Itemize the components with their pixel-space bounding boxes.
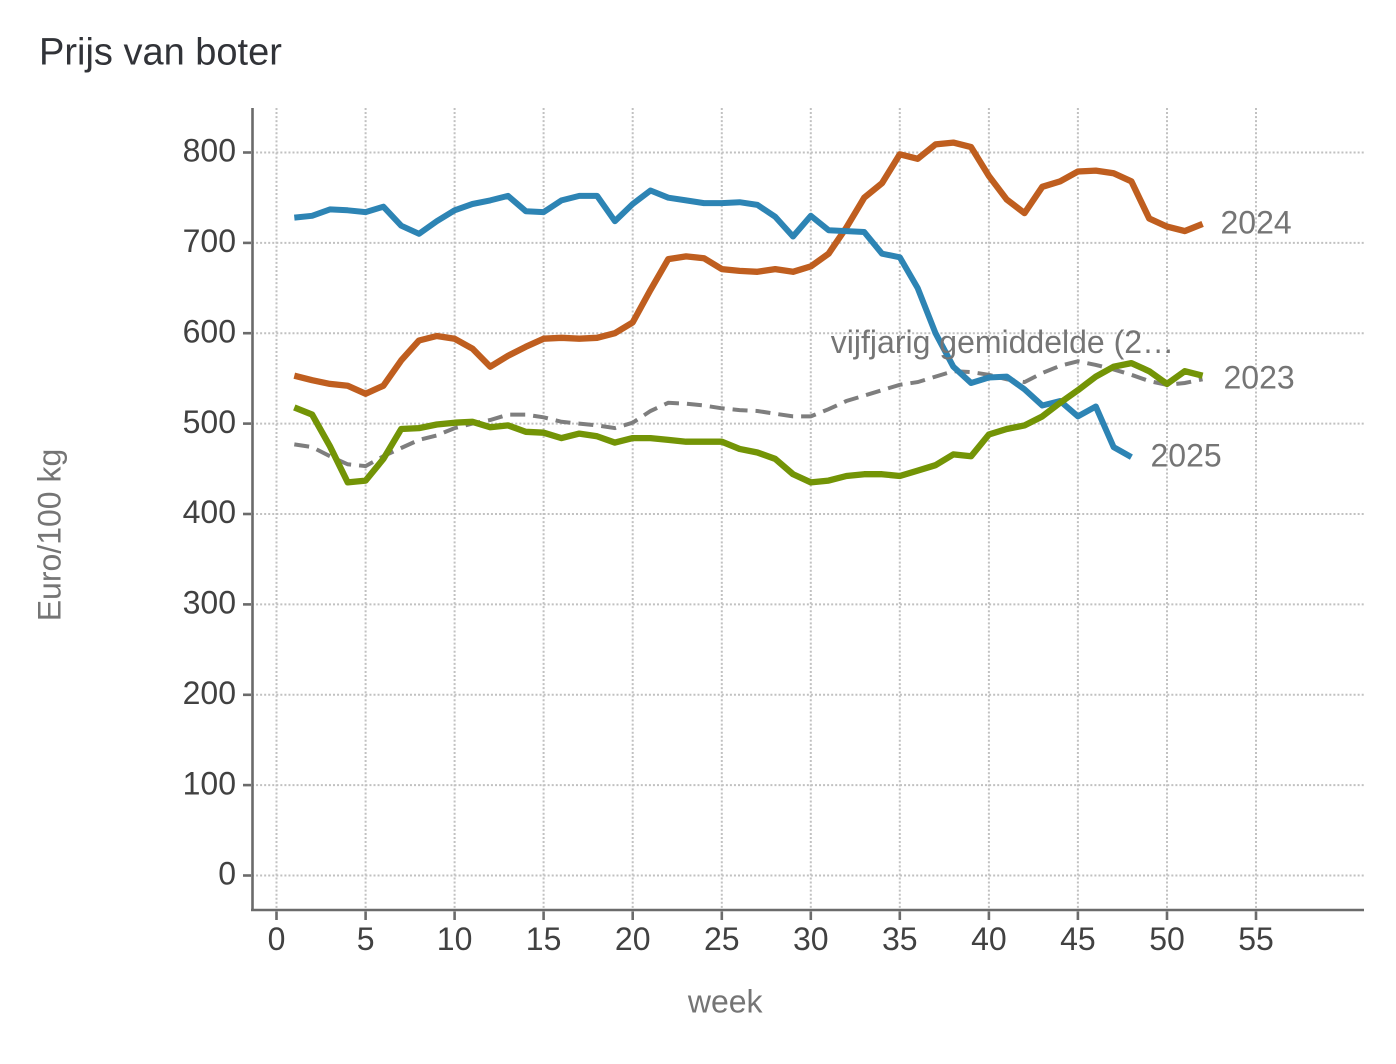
svg-text:200: 200 (183, 675, 236, 711)
svg-text:Prijs van boter: Prijs van boter (39, 32, 282, 74)
svg-text:5: 5 (357, 921, 375, 957)
svg-text:400: 400 (183, 494, 236, 530)
svg-text:2023: 2023 (1224, 359, 1295, 395)
svg-text:20: 20 (615, 921, 651, 957)
svg-text:35: 35 (882, 921, 918, 957)
svg-text:week: week (687, 984, 764, 1020)
svg-text:Euro/100 kg: Euro/100 kg (32, 449, 68, 622)
svg-text:500: 500 (183, 404, 236, 440)
svg-text:2025: 2025 (1151, 438, 1222, 474)
svg-text:15: 15 (526, 921, 562, 957)
svg-text:2024: 2024 (1221, 205, 1292, 241)
svg-text:300: 300 (183, 585, 236, 621)
svg-text:100: 100 (183, 765, 236, 801)
svg-text:vijfjarig gemiddelde (2…: vijfjarig gemiddelde (2… (831, 324, 1174, 360)
svg-text:700: 700 (183, 223, 236, 259)
svg-text:50: 50 (1149, 921, 1185, 957)
svg-text:10: 10 (437, 921, 473, 957)
svg-text:0: 0 (218, 856, 236, 892)
svg-text:30: 30 (793, 921, 829, 957)
svg-text:800: 800 (183, 133, 236, 169)
svg-text:0: 0 (268, 921, 286, 957)
svg-text:600: 600 (183, 313, 236, 349)
svg-text:45: 45 (1060, 921, 1096, 957)
svg-text:25: 25 (704, 921, 740, 957)
svg-text:40: 40 (971, 921, 1007, 957)
svg-text:55: 55 (1238, 921, 1274, 957)
